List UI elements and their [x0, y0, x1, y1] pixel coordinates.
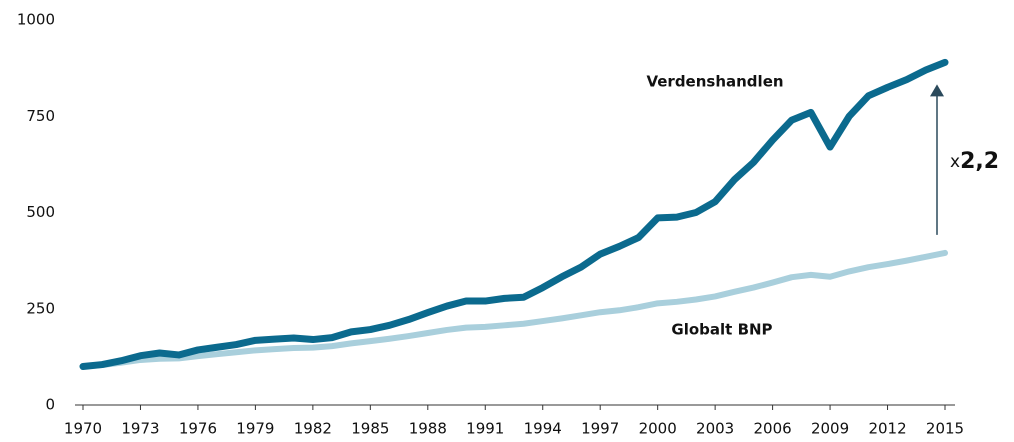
annotation: x2,2 [950, 149, 999, 174]
x-tick-label: 1994 [524, 420, 562, 438]
annotation-prefix: x [950, 152, 960, 172]
x-tick-label: 2006 [754, 420, 792, 438]
x-tick-label: 2009 [811, 420, 849, 438]
y-tick-label: 0 [45, 396, 55, 414]
y-tick-label: 1000 [17, 11, 55, 29]
x-tick-label: 2000 [639, 420, 677, 438]
x-tick-label: 2003 [696, 420, 734, 438]
annotation-text: 2,2 [960, 149, 999, 174]
x-tick-label: 1979 [236, 420, 274, 438]
x-tick-label: 1982 [294, 420, 332, 438]
x-tick-label: 1997 [581, 420, 619, 438]
x-tick-label: 1991 [466, 420, 504, 438]
series-line [80, 249, 948, 370]
x-tick-label: 2015 [926, 420, 964, 438]
series-label: Globalt BNP [671, 321, 772, 339]
x-tick-label: 1985 [351, 420, 389, 438]
series-label: Verdenshandlen [646, 73, 783, 91]
y-tick-label: 500 [26, 203, 55, 221]
x-tick-label: 1970 [64, 420, 102, 438]
x-tick-label: 2012 [868, 420, 906, 438]
x-tick-label: 1988 [409, 420, 447, 438]
series-line [79, 58, 949, 370]
arrow-head [930, 84, 944, 97]
x-tick-label: 1973 [121, 420, 159, 438]
y-tick-label: 250 [26, 299, 55, 317]
x-tick-label: 1976 [179, 420, 217, 438]
y-tick-label: 750 [26, 107, 55, 125]
